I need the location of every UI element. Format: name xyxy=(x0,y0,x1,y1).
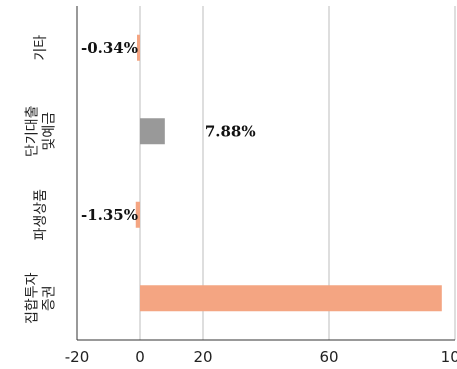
x-tick-label: 20 xyxy=(193,348,212,366)
category-label-line: 집합투자 xyxy=(25,272,41,324)
bar-1 xyxy=(140,118,165,145)
category-label-line: 단기대출 xyxy=(25,105,41,157)
gridlines xyxy=(139,6,456,340)
x-tick-label: 0 xyxy=(135,348,145,366)
x-tick-labels: -20 0 20 60 100 xyxy=(65,348,457,366)
bar-3 xyxy=(140,285,442,312)
category-label: 기타 xyxy=(33,35,49,61)
bar-2 xyxy=(135,201,140,228)
bar-0 xyxy=(137,34,140,61)
category-label: 파생상품 xyxy=(33,189,49,241)
category-label-line: 기타 xyxy=(33,35,49,61)
category-label-line: 및예금 xyxy=(42,112,58,151)
data-label: -1.35% xyxy=(81,206,138,224)
x-tick-label: 60 xyxy=(319,348,338,366)
data-label: -0.34% xyxy=(81,39,138,57)
category-label-line: 파생상품 xyxy=(33,189,49,241)
data-labels: -0.34% 7.88% -1.35% xyxy=(81,39,256,224)
category-label-line: 증권 xyxy=(42,285,58,311)
x-tick-label: 100 xyxy=(441,348,457,366)
x-tick-label: -20 xyxy=(65,348,90,366)
data-label: 7.88% xyxy=(205,122,256,140)
category-label: 집합투자 증권 xyxy=(25,272,58,324)
bars xyxy=(135,34,442,312)
category-label: 단기대출 및예금 xyxy=(25,105,58,157)
